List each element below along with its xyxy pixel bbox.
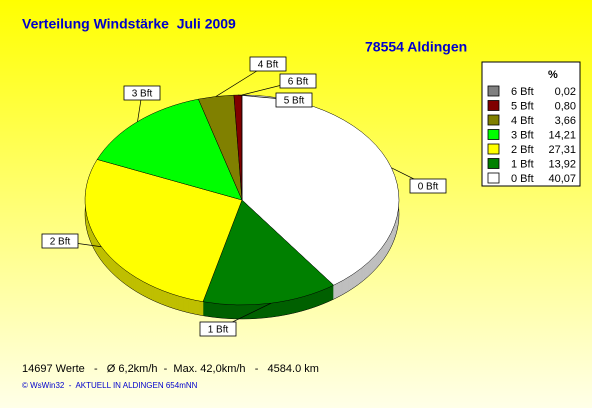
- pie: [84, 94, 400, 320]
- legend-value: 0,02: [555, 86, 576, 98]
- slice-label: 2 Bft: [50, 237, 71, 248]
- legend-swatch: [487, 114, 500, 126]
- legend-swatch: [487, 158, 500, 169]
- legend-title: %: [548, 69, 558, 81]
- legend-label: 1 Bft: [511, 158, 534, 170]
- legend-swatch: [487, 143, 500, 155]
- labels: 0 Bft 1 Bft 2 Bft 3 Bft 4 Bft 5 Bft 6 Bft: [41, 56, 447, 337]
- legend-label: 2 Bft: [511, 144, 534, 156]
- slice-label: 6 Bft: [288, 77, 309, 88]
- legend-swatch: [487, 100, 500, 111]
- chart-subtitle: 78554 Aldingen: [365, 39, 467, 55]
- legend-label: 3 Bft: [511, 129, 534, 141]
- legend-value: 14,21: [548, 129, 576, 141]
- legend-value: 3,66: [555, 115, 576, 127]
- label-box: [41, 233, 79, 249]
- slice-label: 4 Bft: [258, 60, 279, 71]
- legend-swatch: [487, 85, 500, 97]
- legend-label: 5 Bft: [511, 100, 534, 112]
- footer-stats: 14697 Werte - Ø 6,2km/h - Max. 42,0km/h …: [22, 363, 319, 375]
- label-box: [275, 92, 313, 108]
- legend-swatch: [487, 172, 500, 184]
- label-box: [199, 321, 237, 337]
- slice-label: 3 Bft: [132, 89, 153, 100]
- legend-label: 4 Bft: [511, 115, 534, 127]
- legend-value: 0,80: [555, 100, 576, 112]
- footer-credit: © WsWin32 - AKTUELL IN ALDINGEN 654mNN: [22, 381, 198, 390]
- slice-label: 5 Bft: [284, 96, 305, 107]
- slice-label: 0 Bft: [418, 182, 439, 193]
- label-box: [249, 56, 287, 72]
- legend-label: 6 Bft: [511, 86, 534, 98]
- legend-value: 13,92: [548, 158, 576, 170]
- label-box: [123, 85, 161, 101]
- legend-label: 0 Bft: [511, 173, 534, 185]
- slice-label: 1 Bft: [208, 325, 229, 336]
- legend-value: 27,31: [548, 144, 576, 156]
- slice: [202, 199, 335, 306]
- label-box: [279, 73, 317, 89]
- legend: 0 Bft 40,07 1 Bft 13,92 2 Bft 27,31 3 Bft 14,21…: [487, 85, 576, 185]
- legend-value: 40,07: [548, 173, 576, 185]
- legend-swatch: [487, 129, 500, 140]
- chart-title: Verteilung Windstärke Juli 2009: [22, 16, 236, 32]
- label-box: [409, 178, 447, 194]
